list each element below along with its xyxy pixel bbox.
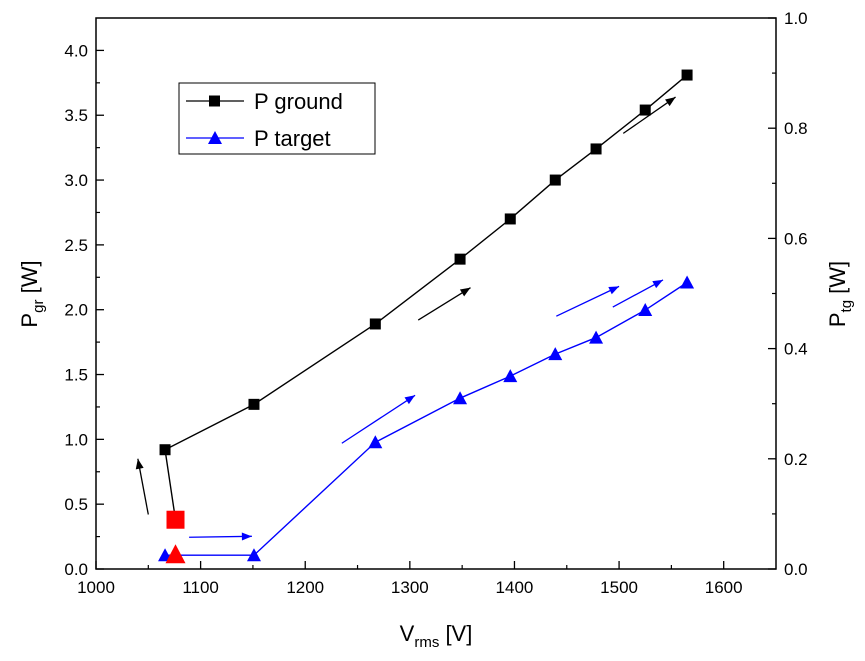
data-point-p-target xyxy=(453,391,468,405)
series-lines xyxy=(164,74,688,556)
y-left-axis-title-main: P xyxy=(17,313,42,328)
y-right-tick-label: 0.8 xyxy=(784,119,808,138)
y-right-axis-title-unit: [W] xyxy=(825,261,850,300)
series-line-p-target xyxy=(165,281,688,556)
legend-marker-p-ground xyxy=(209,95,220,107)
legend-label-p-target: P target xyxy=(254,126,331,151)
y-right-tick-label: 0.2 xyxy=(784,450,808,469)
tick-label-layer: 1000 1100 1200 1300 1400 1500 1600 0.0 0.5 1.0 1.5… xyxy=(64,9,807,597)
y-left-tick-label: 1.0 xyxy=(64,430,88,449)
x-tick-label: 1200 xyxy=(286,578,324,597)
data-point-p-target xyxy=(548,347,563,361)
arrow-shaft xyxy=(556,285,620,317)
direction-arrow xyxy=(622,96,676,134)
direction-arrow xyxy=(417,287,471,321)
direction-arrows xyxy=(135,96,676,541)
svg-text:Ptg [W]: Ptg [W] xyxy=(825,261,855,327)
highlight-point-p-ground xyxy=(166,510,185,529)
legend: P ground P target xyxy=(178,82,376,155)
y-left-tick-label: 3.0 xyxy=(64,171,88,190)
x-tick-label: 1100 xyxy=(182,578,219,597)
y-left-tick-label: 4.0 xyxy=(64,41,88,60)
y-right-axis-title-main: P xyxy=(825,312,850,327)
y-left-tick-label: 1.5 xyxy=(64,366,88,385)
arrow-head xyxy=(665,97,676,107)
y-left-tick-label: 2.5 xyxy=(64,236,88,255)
legend-item-p-ground: P ground xyxy=(186,89,343,114)
y-left-axis-title: Pgr [W] xyxy=(17,260,47,327)
arrow-shaft xyxy=(189,535,252,538)
series-markers xyxy=(158,69,695,562)
data-point-p-ground xyxy=(590,143,602,155)
data-point-p-target xyxy=(638,303,653,317)
data-point-p-ground xyxy=(248,398,260,410)
data-point-p-ground xyxy=(549,174,561,186)
y-right-tick-label: 0.4 xyxy=(784,340,808,359)
tick-layer xyxy=(95,17,776,570)
legend-item-p-target: P target xyxy=(186,126,331,151)
svg-text:Vrms [V]: Vrms [V] xyxy=(400,621,473,651)
y-left-tick-label: 3.5 xyxy=(64,106,88,125)
arrow-head xyxy=(135,458,144,470)
y-right-tick-label: 0.6 xyxy=(784,229,808,248)
direction-arrow xyxy=(612,279,664,308)
highlight-point-p-target xyxy=(165,544,186,564)
y-right-tick-label: 1.0 xyxy=(784,9,808,28)
direction-arrow xyxy=(135,458,149,515)
data-point-p-target xyxy=(246,548,261,562)
data-point-p-target xyxy=(503,369,518,383)
x-tick-label: 1000 xyxy=(77,578,115,597)
y-right-axis-title: Ptg [W] xyxy=(825,261,855,327)
highlight-markers xyxy=(165,510,186,564)
arrow-head xyxy=(608,286,620,295)
direction-arrow xyxy=(341,394,416,444)
y-left-axis-title-unit: [W] xyxy=(17,260,42,299)
y-left-tick-label: 0.0 xyxy=(64,560,88,579)
y-left-tick-label: 0.5 xyxy=(64,495,88,514)
x-tick-label: 1300 xyxy=(391,578,429,597)
x-axis-title-sub: rms xyxy=(414,634,439,651)
data-point-p-ground xyxy=(639,104,651,116)
y-left-axis-title-sub: gr xyxy=(30,300,47,313)
data-point-p-target xyxy=(589,330,604,344)
x-axis-title-unit: [V] xyxy=(439,621,472,646)
arrow-head xyxy=(241,532,252,541)
y-left-tick-label: 2.0 xyxy=(64,301,88,320)
arrow-head xyxy=(459,287,471,297)
arrow-head xyxy=(404,395,416,405)
data-point-p-ground xyxy=(454,253,466,265)
direction-arrow xyxy=(556,285,620,317)
svg-text:Pgr [W]: Pgr [W] xyxy=(17,260,47,327)
legend-marker-p-target xyxy=(208,131,222,144)
series-line-p-ground xyxy=(164,74,688,520)
arrow-shaft xyxy=(341,394,416,444)
arrow-shaft xyxy=(417,287,471,321)
data-point-p-ground xyxy=(369,318,381,330)
data-point-p-target xyxy=(368,435,383,449)
data-point-p-ground xyxy=(681,69,693,81)
legend-label-p-ground: P ground xyxy=(254,89,343,114)
arrow-head xyxy=(652,279,664,289)
x-tick-label: 1500 xyxy=(600,578,638,597)
y-right-axis-title-sub: tg xyxy=(838,300,855,313)
direction-arrow xyxy=(189,532,252,541)
x-tick-label: 1600 xyxy=(705,578,743,597)
y-right-tick-label: 0.0 xyxy=(784,560,808,579)
x-axis-title-main: V xyxy=(400,621,415,646)
data-point-p-ground xyxy=(504,213,516,225)
x-tick-label: 1400 xyxy=(496,578,534,597)
data-point-p-target xyxy=(680,275,695,289)
data-point-p-ground xyxy=(159,444,171,456)
x-axis-title: Vrms [V] xyxy=(400,621,473,651)
arrow-shaft xyxy=(622,96,676,134)
